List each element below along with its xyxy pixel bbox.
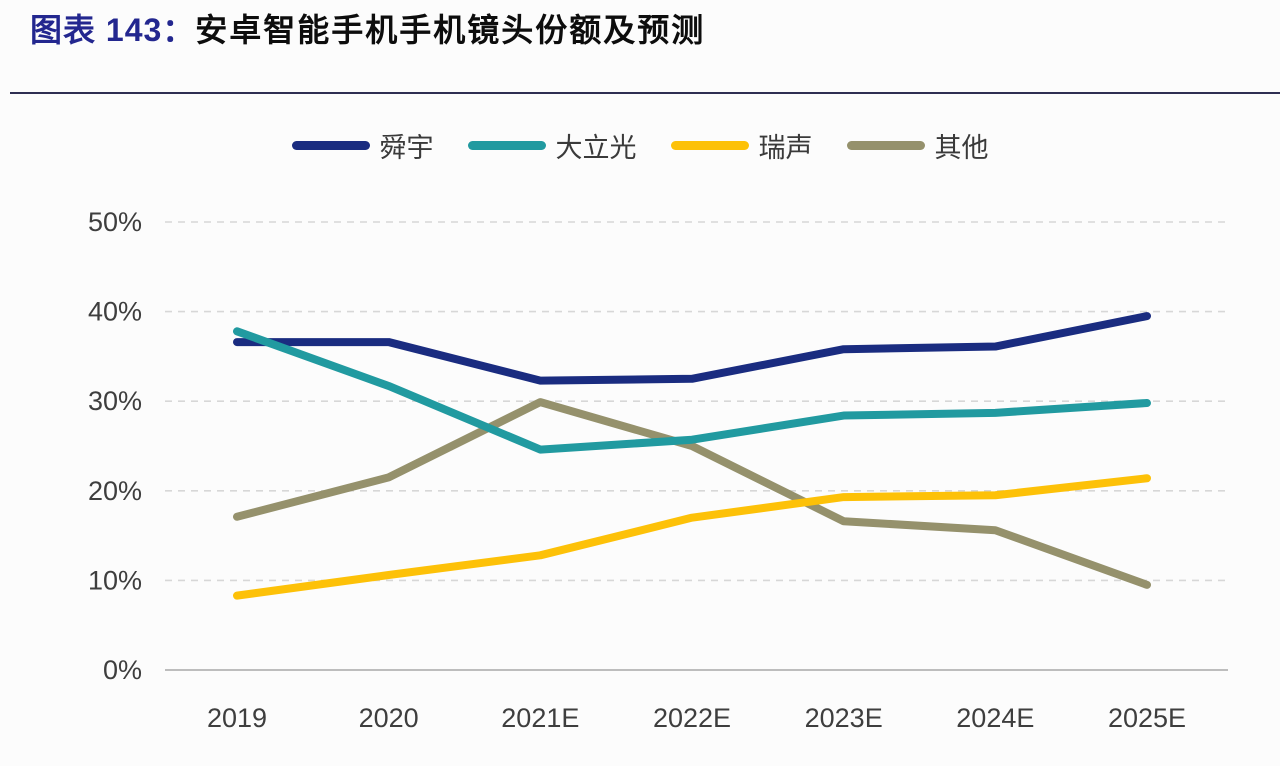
y-axis-label-20%: 20% xyxy=(88,476,142,506)
legend-item-大立光: 大立光 xyxy=(467,126,637,165)
legend-swatch-大立光 xyxy=(467,140,546,150)
x-axis-label-2021E: 2021E xyxy=(501,703,579,733)
legend-item-瑞声: 瑞声 xyxy=(670,126,813,165)
x-axis-label-2024E: 2024E xyxy=(956,703,1034,733)
series-line-其他 xyxy=(233,398,1151,589)
legend-swatch-其他 xyxy=(846,140,925,150)
y-axis-label-40%: 40% xyxy=(88,297,142,327)
legend-label-大立光: 大立光 xyxy=(555,132,637,163)
legend-swatch-瑞声 xyxy=(670,140,749,150)
legend: 舜宇 大立光 瑞声 其他 xyxy=(0,126,1280,164)
legend-label-舜宇: 舜宇 xyxy=(379,132,434,163)
x-axis-label-2022E: 2022E xyxy=(653,703,731,733)
legend-item-其他: 其他 xyxy=(846,126,989,165)
y-axis-label-50%: 50% xyxy=(88,207,142,237)
x-axis-label-2020: 2020 xyxy=(359,703,419,733)
title-divider-line xyxy=(10,92,1280,94)
legend-swatch-舜宇 xyxy=(291,140,370,150)
y-axis-label-10%: 10% xyxy=(88,565,142,595)
legend-label-瑞声: 瑞声 xyxy=(758,132,813,163)
series-line-舜宇 xyxy=(233,312,1151,385)
x-axis-label-2025E: 2025E xyxy=(1108,703,1186,733)
series-line-大立光 xyxy=(233,327,1151,454)
chart-title-figure-number: 图表 143： xyxy=(30,12,196,48)
series-line-瑞声 xyxy=(233,474,1151,600)
legend-item-舜宇: 舜宇 xyxy=(291,126,434,165)
chart-title: 图表 143：安卓智能手机手机镜头份额及预测 xyxy=(30,12,705,48)
x-axis-label-2019: 2019 xyxy=(207,703,267,733)
y-axis-label-0%: 0% xyxy=(103,655,142,685)
x-axis-label-2023E: 2023E xyxy=(805,703,883,733)
legend-label-其他: 其他 xyxy=(934,132,989,163)
y-axis-label-30%: 30% xyxy=(88,386,142,416)
chart-title-text: 安卓智能手机手机镜头份额及预测 xyxy=(195,12,706,48)
